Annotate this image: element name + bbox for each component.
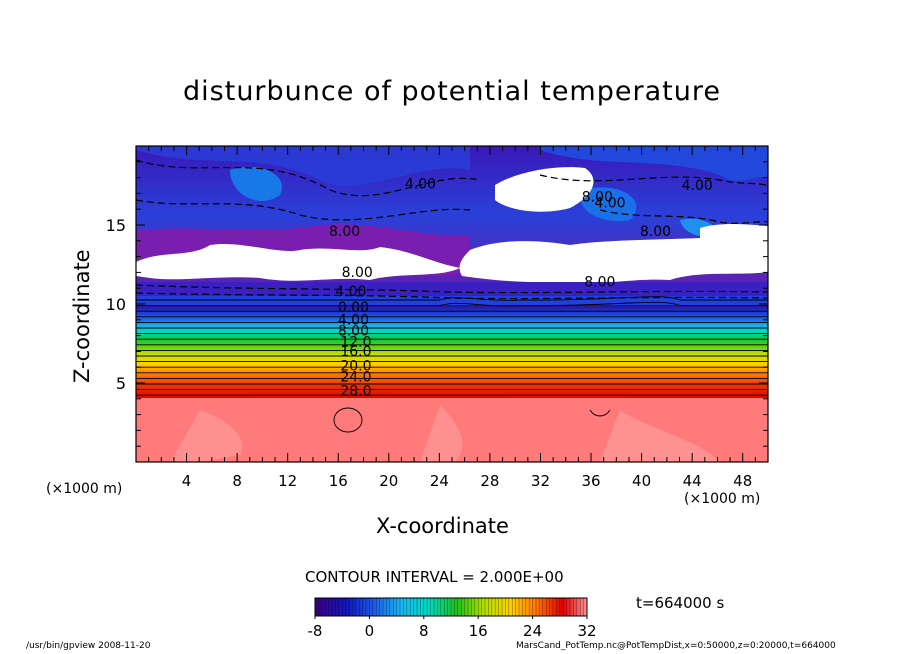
- y-axis-label: Z-coordinate: [70, 249, 94, 383]
- x-tick-label: 32: [531, 472, 550, 490]
- x-unit-right: (×1000 m): [684, 491, 761, 507]
- contour-label: 12.0: [340, 335, 371, 351]
- time-label: t=664000 s: [636, 594, 725, 612]
- colorbar-ticks: -8 0 8 16 24 32: [308, 616, 597, 640]
- x-tick-label: 28: [480, 472, 499, 490]
- contour-label: 0.00: [338, 300, 369, 316]
- contour-label: 8.00: [329, 224, 360, 240]
- x-tick-label: 12: [278, 472, 297, 490]
- contour-label: 8.00: [640, 224, 671, 240]
- colorbar-tick-label: 0: [365, 622, 375, 640]
- contour-label: 4.00: [594, 196, 625, 212]
- heatmap-field: [136, 146, 768, 462]
- x-tick-label: 40: [632, 472, 651, 490]
- contour-label: 8.00: [338, 324, 369, 340]
- colorbar-tick-label: 24: [523, 622, 542, 640]
- colorbar-tick-label: 8: [419, 622, 429, 640]
- contour-label: 8.00: [582, 189, 613, 205]
- x-tick-label: 44: [683, 472, 702, 490]
- closed-contour: [333, 407, 363, 433]
- contour-label: 4.00: [405, 177, 436, 193]
- contour-label: 4.00: [682, 178, 713, 194]
- x-tick-label: 4: [182, 472, 192, 490]
- contour-label: 8.00: [584, 275, 615, 291]
- contour-label: 4.00: [335, 284, 366, 300]
- x-tick-label: 20: [379, 472, 398, 490]
- colorbar-tick-label: 32: [577, 622, 596, 640]
- y-tick-label: 15: [106, 216, 126, 235]
- x-unit-left: (×1000 m): [46, 481, 123, 497]
- contour-label: 28.0: [340, 384, 371, 400]
- colorbar-tick-label: 16: [469, 622, 488, 640]
- contour-label: 4.00: [338, 313, 369, 329]
- contour-interval-label: CONTOUR INTERVAL = 2.000E+00: [305, 568, 564, 586]
- x-tick-label: 36: [581, 472, 600, 490]
- colorbar-stripes: [318, 598, 584, 616]
- x-tick-label: 16: [329, 472, 348, 490]
- x-tick-label: 8: [232, 472, 242, 490]
- y-tick-label: 10: [106, 295, 126, 314]
- x-tick-label: 24: [430, 472, 449, 490]
- y-axis: 5 10 15: [106, 161, 768, 447]
- x-axis: 4 8 12 16 20 24 28 32 36 40 44 48: [148, 146, 756, 490]
- footer-left: /usr/bin/gpview 2008-11-20: [26, 641, 151, 651]
- dashed-contours: [136, 159, 768, 300]
- x-axis-label: X-coordinate: [376, 514, 509, 538]
- colorbar-tick-label: -8: [308, 622, 323, 640]
- chart-title: disturbunce of potential temperature: [183, 76, 721, 107]
- footer-right: MarsCand_PotTemp.nc@PotTempDist,x=0:5000…: [516, 641, 836, 651]
- contour-label: 16.0: [340, 344, 371, 360]
- y-tick-label: 5: [116, 374, 126, 393]
- contour-labels: 4.008.008.004.000.004.008.0012.016.020.0…: [329, 177, 713, 400]
- contour-label: 24.0: [340, 369, 371, 385]
- contour-label: 8.00: [342, 265, 373, 281]
- contour-label: 20.0: [340, 358, 371, 374]
- contour-line: [136, 301, 768, 307]
- x-tick-label: 48: [733, 472, 752, 490]
